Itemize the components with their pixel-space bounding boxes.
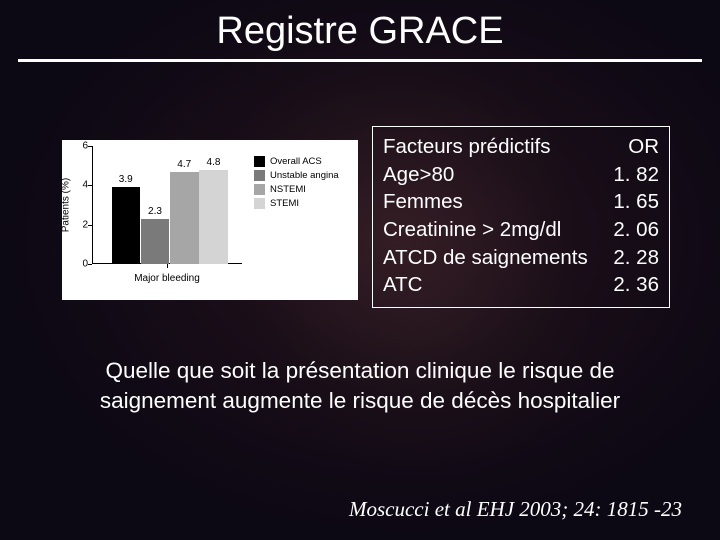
legend-swatch	[254, 184, 265, 195]
chart-bar	[199, 170, 228, 264]
body-text: Quelle que soit la présentation clinique…	[70, 356, 650, 417]
chart-bar-value: 4.8	[199, 157, 229, 168]
chart-x-tick	[167, 264, 168, 268]
predictors-header: Facteurs prédictifs OR	[383, 133, 659, 161]
legend-swatch	[254, 198, 265, 209]
predictors-box: Facteurs prédictifs OR Age>801. 82Femmes…	[372, 126, 670, 308]
predictors-row: Creatinine > 2mg/dl 2. 06	[383, 216, 659, 244]
predictors-row-label: Age>80	[383, 161, 454, 189]
predictors-row-label: ATCD de saignements	[383, 244, 588, 272]
chart-legend: Overall ACS Unstable angina NSTEMI STEMI	[254, 156, 354, 212]
chart-x-label: Major bleeding	[92, 273, 242, 284]
legend-swatch	[254, 170, 265, 181]
legend-label: Unstable angina	[270, 170, 339, 181]
chart-bar-value: 3.9	[111, 174, 141, 185]
chart-plot-area: Patients (%) 3.92.34.74.8 Major bleeding…	[92, 146, 242, 264]
predictors-row-label: ATC	[383, 271, 422, 299]
chart-y-tick-label: 2	[74, 219, 88, 230]
legend-label: Overall ACS	[270, 156, 322, 167]
predictors-row-value: 1. 82	[605, 161, 659, 189]
chart-bar	[170, 172, 199, 264]
legend-item: Overall ACS	[254, 156, 354, 167]
legend-label: NSTEMI	[270, 184, 306, 195]
predictors-row: Age>80 1. 82	[383, 161, 659, 189]
predictors-row-value: 1. 65	[605, 188, 659, 216]
chart-bar	[112, 187, 141, 264]
predictors-row-value: 2. 36	[605, 271, 659, 299]
predictors-row: ATCD de saignements 2. 28	[383, 244, 659, 272]
chart-bar-value: 2.3	[140, 206, 170, 217]
chart-y-tick	[88, 264, 92, 265]
predictors-row-value: 2. 28	[605, 244, 659, 272]
chart-y-tick-label: 4	[74, 180, 88, 191]
legend-label: STEMI	[270, 198, 299, 209]
predictors-row: ATC 2. 36	[383, 271, 659, 299]
title-underline	[18, 59, 702, 62]
chart-y-tick	[88, 146, 92, 147]
citation: Moscucci et al EHJ 2003; 24: 1815 -23	[349, 497, 682, 522]
slide: Registre GRACE Patients (%) 3.9 2.3 4.74.8…	[0, 0, 720, 540]
legend-item: Unstable angina	[254, 170, 354, 181]
chart-bar	[141, 219, 170, 264]
slide-title: Registre GRACE	[216, 10, 503, 53]
legend-swatch	[254, 156, 265, 167]
predictors-header-value: OR	[620, 133, 659, 161]
chart-bars: 3.9 2.3 4.74.8	[92, 146, 242, 264]
predictors-header-label: Facteurs prédictifs	[383, 133, 550, 161]
legend-item: NSTEMI	[254, 184, 354, 195]
legend-item: STEMI	[254, 198, 354, 209]
title-block: Registre GRACE	[0, 10, 720, 62]
chart-y-tick	[88, 225, 92, 226]
chart-bar-value: 4.7	[169, 159, 199, 170]
chart-y-title: Patients (%)	[61, 178, 72, 232]
predictors-row: Femmes 1. 65	[383, 188, 659, 216]
chart-y-tick-label: 6	[74, 141, 88, 152]
chart-y-tick	[88, 185, 92, 186]
chart-panel: Patients (%) 3.9 2.3 4.74.8 Major bleeding…	[62, 140, 358, 300]
chart-y-tick-label: 0	[74, 259, 88, 270]
predictors-row-value: 2. 06	[605, 216, 659, 244]
predictors-row-label: Femmes	[383, 188, 463, 216]
predictors-row-label: Creatinine > 2mg/dl	[383, 216, 561, 244]
